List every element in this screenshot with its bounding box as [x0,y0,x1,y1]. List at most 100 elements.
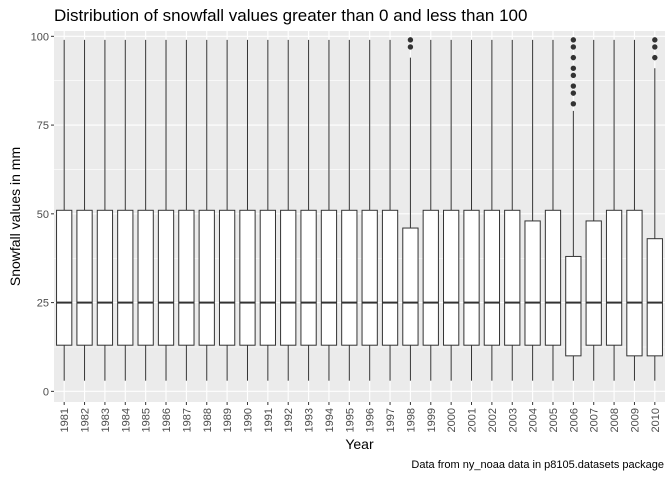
y-tick-label: 75 [37,120,49,132]
y-tick-label: 25 [37,298,49,310]
box-2007 [585,39,602,381]
iqr-box [422,209,439,346]
box-2008 [605,39,623,381]
box-1986 [157,39,175,381]
x-tick-label: 1993 [304,408,316,432]
x-axis-title: Year [345,436,374,452]
x-tick-label: 1997 [385,408,397,432]
iqr-box [56,209,73,346]
x-tick-label: 2004 [528,408,540,432]
y-tick-label: 100 [31,31,49,43]
outlier-point [407,37,414,43]
iqr-box [605,209,623,346]
box-1996 [361,39,378,381]
boxes-layer [56,37,663,381]
iqr-box [381,209,399,346]
x-tick-label: 2006 [568,408,580,432]
x-tick-label: 1983 [100,408,112,432]
outlier-point [652,37,658,43]
box-2004 [524,39,541,381]
box-1988 [198,39,215,381]
x-tick-label: 2007 [589,408,601,432]
iqr-box [96,209,114,346]
y-axis-title: Snowfall values in mm [7,147,23,286]
box-1989 [218,39,236,381]
minor-gridlines [54,80,665,348]
x-tick-label: 1990 [242,408,254,432]
x-tick-label: 1987 [181,408,193,432]
box-1993 [300,39,317,381]
box-1991 [259,39,276,381]
iqr-box [524,220,541,346]
outlier-point [570,101,577,107]
iqr-box [463,209,480,346]
box-2000 [443,39,460,381]
x-tick-label: 1995 [344,408,356,432]
x-tick-label: 1991 [263,408,275,432]
box-2005 [544,39,562,381]
outlier-point [652,54,658,61]
y-tick-label: 0 [43,386,49,398]
chart-caption: Data from ny_noaa data in p8105.datasets… [411,459,664,471]
iqr-box [544,209,562,346]
box-1983 [96,39,114,381]
iqr-box [117,209,134,346]
box-1981 [56,39,73,381]
y-tick-label: 50 [37,209,49,221]
iqr-box [443,209,460,346]
x-axis: 1981 1982 1983 1984 1985 1986 1987 1988 1989 1990… [59,402,662,432]
outlier-point [570,90,577,96]
iqr-box [300,209,317,346]
box-2001 [463,39,480,381]
iqr-box [341,209,358,346]
x-tick-label: 2000 [446,408,458,432]
iqr-box [626,209,643,357]
x-tick-label: 1985 [141,408,153,432]
iqr-box [76,209,93,346]
x-tick-label: 2008 [609,408,621,432]
plot-panel [54,31,665,402]
x-tick-label: 1992 [283,408,295,432]
outlier-point [407,44,414,50]
x-tick-label: 2009 [629,408,641,432]
outlier-point [570,44,577,50]
outlier-point [570,83,577,89]
outlier-point [570,54,577,61]
box-2006 [565,37,582,381]
iqr-box [483,209,501,346]
x-tick-label: 1986 [161,408,173,432]
outlier-point [570,65,577,71]
x-tick-label: 1996 [365,408,377,432]
iqr-box [137,209,154,346]
x-tick-label: 2003 [507,408,519,432]
box-1997 [381,39,399,381]
box-1994 [320,39,338,381]
x-tick-label: 1999 [426,408,438,432]
x-tick-label: 1989 [222,408,234,432]
iqr-box [198,209,215,346]
box-1984 [117,39,134,381]
chart-title: Distribution of snowfall values greater … [54,6,528,25]
box-1992 [280,39,297,381]
x-tick-label: 2010 [650,408,662,432]
iqr-box [239,209,256,346]
iqr-box [361,209,378,346]
box-2010 [646,37,663,381]
box-2002 [483,39,501,381]
iqr-box [178,209,195,346]
box-2003 [504,39,521,381]
outlier-point [570,72,577,79]
x-tick-label: 1994 [324,408,336,432]
box-1999 [422,39,439,381]
x-tick-label: 1984 [120,408,132,432]
iqr-box [646,238,663,357]
box-1990 [239,39,256,381]
iqr-box [157,209,175,346]
box-1998 [402,37,419,381]
iqr-box [504,209,521,346]
iqr-box [565,255,582,357]
x-tick-label: 2001 [467,408,479,432]
box-2009 [626,39,643,381]
iqr-box [320,209,338,346]
